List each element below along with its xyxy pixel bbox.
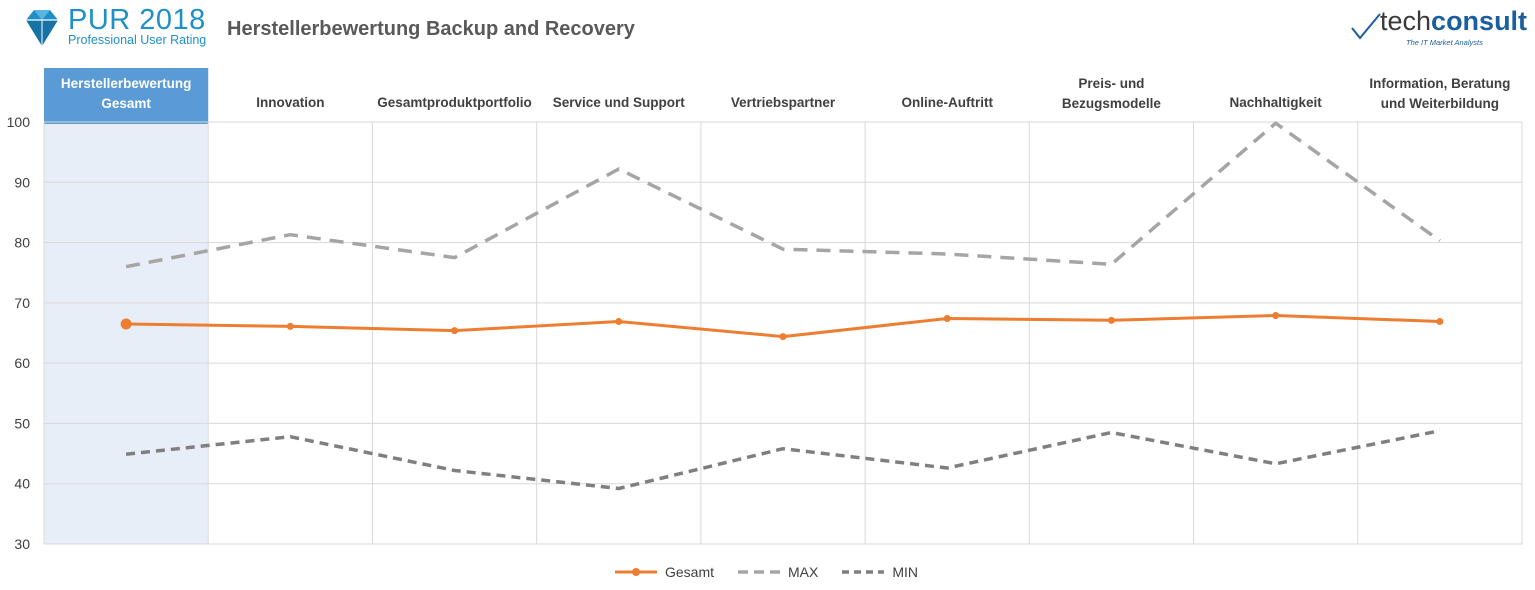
- y-tick-label: 40: [14, 476, 30, 492]
- legend-swatch-min: [842, 570, 885, 574]
- diamond-icon: [26, 10, 58, 46]
- data-point-gesamt: [1436, 318, 1444, 326]
- legend-label-gesamt: Gesamt: [665, 564, 715, 580]
- pur-logo: PUR 2018 Professional User Rating: [20, 4, 220, 48]
- logo-main-text: PUR 2018: [68, 4, 206, 36]
- legend: Gesamt MAX MIN: [613, 562, 940, 582]
- brand-suffix: consult: [1431, 6, 1528, 36]
- y-tick-label: 60: [14, 355, 30, 371]
- category-label: Preis- und: [1078, 76, 1144, 91]
- category-label: und Weiterbildung: [1381, 96, 1499, 111]
- category-label: Service und Support: [553, 95, 686, 110]
- legend-swatch-max: [738, 570, 781, 574]
- y-tick-label: 80: [14, 235, 30, 251]
- legend-item-min: MIN: [840, 564, 918, 580]
- logo-sub-text: Professional User Rating: [68, 33, 207, 47]
- series-line-min: [125, 428, 1441, 491]
- category-label: Information, Beratung: [1369, 76, 1510, 91]
- category-label: Innovation: [256, 95, 324, 110]
- y-tick-label: 50: [14, 415, 30, 431]
- legend-item-max: MAX: [736, 564, 818, 580]
- techconsult-logo: techconsult The IT Market Analysts: [1350, 6, 1530, 48]
- y-tick-label: 70: [14, 295, 30, 311]
- brand-prefix: tech: [1380, 6, 1432, 36]
- highlight-header: [44, 68, 209, 124]
- category-label: Online-Auftritt: [901, 95, 993, 110]
- data-point-gesamt: [943, 315, 951, 323]
- category-label: Gesamt: [101, 96, 151, 111]
- data-point-gesamt: [286, 322, 294, 330]
- data-point-gesamt: [1272, 312, 1280, 320]
- data-point-gesamt: [1107, 316, 1115, 324]
- highlight-column: [44, 122, 209, 544]
- category-label: Bezugsmodelle: [1062, 96, 1162, 111]
- category-label: Herstellerbewertung: [61, 76, 192, 91]
- chart-title: Herstellerbewertung Backup and Recovery: [227, 18, 635, 40]
- brand-name: techconsult: [1380, 6, 1527, 37]
- data-point-gesamt: [120, 318, 132, 330]
- data-point-gesamt: [615, 318, 623, 326]
- legend-label-min: MIN: [892, 564, 919, 580]
- y-tick-label: 100: [7, 114, 31, 130]
- category-label: Gesamtproduktportfolio: [377, 95, 532, 110]
- y-tick-label: 30: [14, 536, 30, 552]
- check-swoosh-icon: [1351, 13, 1381, 40]
- category-label: Nachhaltigkeit: [1230, 95, 1323, 110]
- legend-swatch-gesamt: [615, 568, 657, 576]
- data-point-gesamt: [451, 327, 459, 335]
- y-tick-label: 90: [14, 174, 30, 190]
- legend-item-gesamt: Gesamt: [613, 564, 714, 580]
- series-line-max: [125, 121, 1441, 269]
- brand-tagline: The IT Market Analysts: [1406, 38, 1483, 47]
- data-point-gesamt: [779, 333, 787, 341]
- legend-label-max: MAX: [788, 564, 819, 580]
- category-label: Vertriebspartner: [731, 95, 836, 110]
